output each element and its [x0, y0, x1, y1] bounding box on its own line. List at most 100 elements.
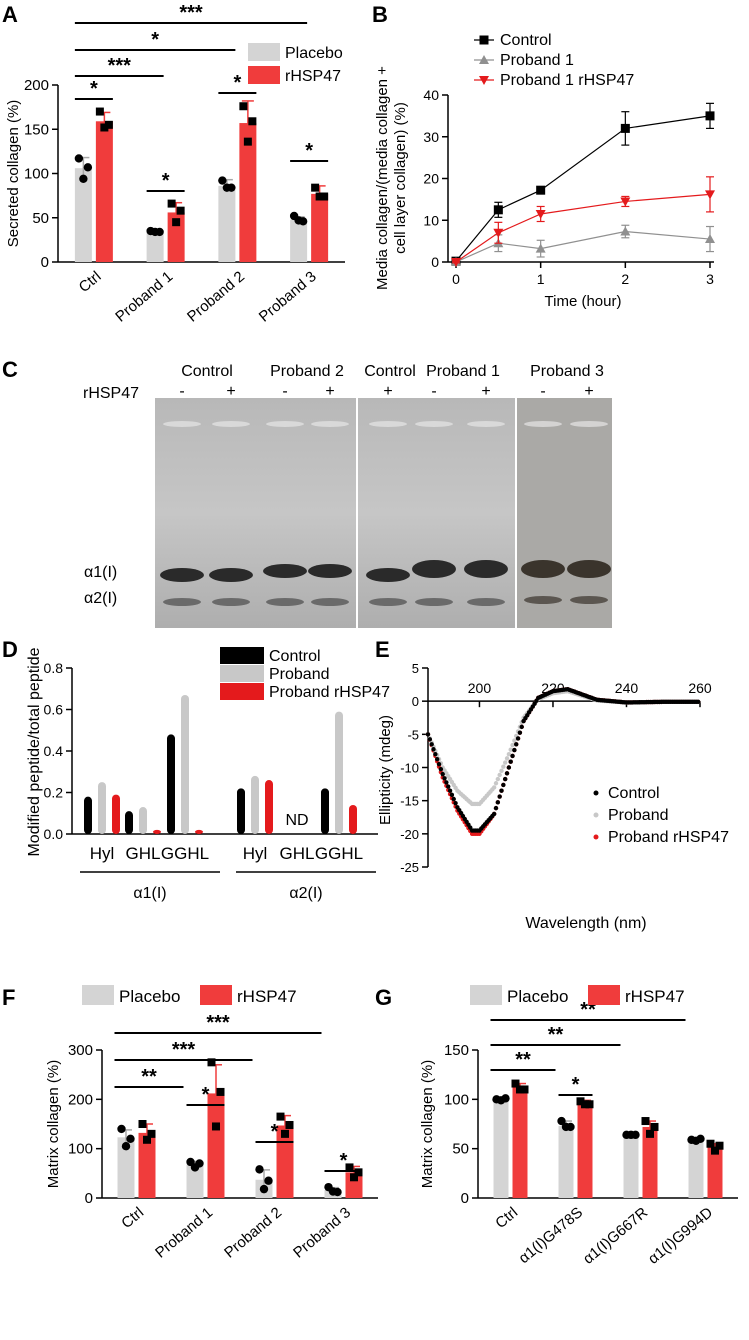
- gel-band-alpha1: [263, 564, 307, 578]
- data-point: [222, 183, 232, 192]
- y-tick-label: 0.4: [44, 743, 64, 759]
- data-point: [259, 1184, 269, 1194]
- data-point: [447, 788, 453, 793]
- gel-band-alpha2: [266, 598, 304, 606]
- data-point: [121, 1142, 131, 1151]
- data-point: [449, 792, 455, 798]
- data-point: [535, 243, 546, 253]
- gel-band-alpha1: [521, 560, 565, 578]
- legend-marker: [593, 812, 599, 818]
- data-point: [442, 776, 447, 781]
- bar-control: [321, 788, 329, 834]
- x-tick-label: 0: [452, 271, 460, 287]
- legend-swatch: [470, 985, 502, 1005]
- data-point: [620, 226, 631, 236]
- data-point: [646, 1129, 654, 1138]
- x-tick-label: GGHL: [315, 844, 363, 863]
- legend-swatch: [220, 665, 264, 682]
- legend-label: Placebo: [507, 987, 568, 1006]
- data-point: [499, 768, 504, 774]
- y-tick-label: 10: [423, 212, 439, 228]
- data-point: [585, 1100, 594, 1109]
- gel-band-alpha1: [464, 560, 508, 578]
- data-point: [285, 1120, 294, 1129]
- gel-band-upper: [467, 421, 505, 427]
- data-point: [276, 1112, 285, 1121]
- data-point: [641, 1117, 650, 1126]
- gel-band-alpha1: [366, 568, 410, 582]
- data-point: [493, 228, 504, 238]
- data-point: [711, 1146, 719, 1155]
- x-tick-label: Hyl: [90, 844, 115, 863]
- data-point: [499, 788, 504, 793]
- gel-band-alpha2: [570, 596, 608, 604]
- data-point: [451, 258, 461, 267]
- data-point: [497, 794, 502, 799]
- panel-g-matrix-collagen: 0 50 100 150 Ctrlα1(I)G478Sα1(I)G667Rα1(I)G9…: [419, 985, 738, 1268]
- bar-proband-rhsp47: [349, 804, 357, 834]
- y-tick-label: 150: [444, 1042, 469, 1059]
- y-axis-title: Ellipticity (mdeg): [377, 715, 394, 825]
- bar-placebo: [146, 231, 164, 262]
- y-tick-label: 300: [68, 1042, 93, 1059]
- gel-band-alpha1: [412, 560, 456, 578]
- bar-rhsp47: [512, 1087, 528, 1198]
- data-point: [502, 760, 508, 765]
- x-tick-label: Ctrl: [492, 1204, 521, 1232]
- data-point: [495, 800, 501, 805]
- data-point: [218, 176, 227, 185]
- gel-bands: [160, 421, 611, 606]
- data-point: [315, 192, 324, 201]
- significance-marker: **: [141, 1066, 157, 1088]
- data-point: [440, 771, 445, 777]
- significance-marker: *: [305, 140, 313, 162]
- data-point: [496, 1096, 506, 1105]
- bar-rhsp47: [138, 1132, 156, 1198]
- data-point: [479, 76, 489, 85]
- data-point: [117, 1124, 126, 1134]
- panel-a-secreted-collagen: 0 50 100 150 200 Ctrl Proband 1 Proband 2 Proban…: [5, 2, 345, 326]
- data-point: [126, 1134, 135, 1144]
- panel-letter-b: B: [372, 2, 388, 27]
- data-point: [536, 185, 546, 195]
- data-point: [451, 796, 456, 802]
- gel-lane-sign: +: [481, 383, 490, 400]
- data-point: [264, 1176, 273, 1185]
- data-point: [705, 234, 715, 244]
- data-point: [79, 174, 88, 184]
- data-point: [100, 123, 109, 132]
- data-point: [216, 1087, 225, 1096]
- panel-letter-d: D: [2, 637, 18, 662]
- data-point: [517, 730, 523, 735]
- significance-marker: ***: [108, 55, 132, 77]
- data-point: [167, 199, 176, 208]
- y-tick-label: 0: [41, 254, 49, 271]
- bar-placebo: [186, 1164, 204, 1198]
- data-point: [502, 776, 508, 782]
- data-point: [74, 154, 84, 163]
- y-tick-label: 0: [431, 254, 439, 270]
- legend-label: Placebo: [285, 45, 343, 62]
- data-point: [138, 1120, 147, 1128]
- x-tick-label: 240: [615, 680, 639, 696]
- x-tick-label: Proband 1: [152, 1204, 216, 1262]
- data-point: [255, 1165, 264, 1174]
- bar-rhsp47: [577, 1103, 593, 1198]
- significance-marker: ***: [172, 1039, 196, 1061]
- data-point: [248, 117, 257, 126]
- bar-proband-rhsp47: [265, 780, 273, 834]
- data-point: [506, 765, 512, 770]
- bar-rhsp47: [642, 1126, 658, 1198]
- bar-placebo: [218, 185, 236, 262]
- gel-band-alpha2: [369, 598, 407, 606]
- legend-label: Proband: [608, 807, 669, 824]
- data-point: [501, 782, 506, 788]
- data-point: [212, 1122, 220, 1131]
- data-point: [427, 737, 433, 742]
- bar-proband: [181, 694, 189, 834]
- data-point: [535, 209, 546, 219]
- data-point: [281, 1129, 289, 1138]
- legend-label: rHSP47: [285, 68, 341, 85]
- legend-label: Proband 1: [500, 52, 574, 69]
- y-axis-title-line1: Media collagen/(media collagen +: [374, 66, 391, 290]
